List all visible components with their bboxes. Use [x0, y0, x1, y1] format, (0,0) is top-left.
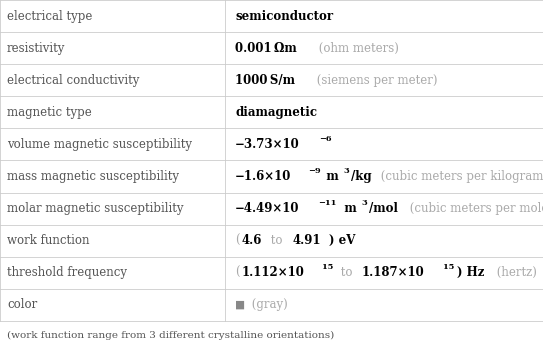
Text: 1000 S/m: 1000 S/m — [235, 74, 295, 87]
Text: threshold frequency: threshold frequency — [7, 266, 127, 279]
Text: 3: 3 — [343, 167, 349, 175]
Bar — [0, 257, 543, 289]
Text: (: ( — [235, 234, 240, 247]
Text: magnetic type: magnetic type — [7, 106, 92, 119]
Bar — [0, 32, 543, 64]
Text: molar magnetic susceptibility: molar magnetic susceptibility — [7, 202, 184, 215]
Text: (work function range from 3 different crystalline orientations): (work function range from 3 different cr… — [7, 331, 334, 340]
Text: ) Hz: ) Hz — [457, 266, 485, 279]
Text: (gray): (gray) — [248, 298, 288, 311]
Text: electrical type: electrical type — [7, 10, 92, 23]
Text: ) eV: ) eV — [329, 234, 355, 247]
Text: /mol: /mol — [369, 202, 397, 215]
Bar — [0, 64, 543, 96]
Text: 15: 15 — [322, 263, 333, 271]
Text: ■: ■ — [235, 300, 245, 310]
Text: 3: 3 — [361, 199, 367, 207]
Text: −1.6×10: −1.6×10 — [235, 170, 292, 183]
Text: 0.001 Ωm: 0.001 Ωm — [235, 42, 297, 54]
Text: 4.91: 4.91 — [292, 234, 321, 247]
Text: −9: −9 — [308, 167, 320, 175]
Text: work function: work function — [7, 234, 90, 247]
Text: 1.112×10: 1.112×10 — [241, 266, 304, 279]
Text: (cubic meters per mole): (cubic meters per mole) — [406, 202, 543, 215]
Text: −3.73×10: −3.73×10 — [235, 138, 300, 151]
Bar — [0, 193, 543, 225]
Text: diamagnetic: diamagnetic — [235, 106, 317, 119]
Bar — [0, 0, 543, 32]
Text: electrical conductivity: electrical conductivity — [7, 74, 140, 87]
Text: −6: −6 — [319, 135, 331, 143]
Text: resistivity: resistivity — [7, 42, 66, 54]
Text: 1.187×10: 1.187×10 — [362, 266, 425, 279]
Text: color: color — [7, 298, 37, 311]
Text: 4.6: 4.6 — [241, 234, 262, 247]
Text: −11: −11 — [318, 199, 337, 207]
Text: (hertz): (hertz) — [493, 266, 536, 279]
Text: m: m — [342, 202, 357, 215]
Bar — [0, 160, 543, 193]
Text: −4.49×10: −4.49×10 — [235, 202, 300, 215]
Text: (cubic meters per kilogram): (cubic meters per kilogram) — [377, 170, 543, 183]
Text: volume magnetic susceptibility: volume magnetic susceptibility — [7, 138, 192, 151]
Text: mass magnetic susceptibility: mass magnetic susceptibility — [7, 170, 179, 183]
Bar — [0, 128, 543, 160]
Text: (: ( — [235, 266, 240, 279]
Text: 15: 15 — [443, 263, 454, 271]
Bar — [0, 96, 543, 128]
Bar — [0, 225, 543, 257]
Text: (ohm meters): (ohm meters) — [315, 42, 399, 54]
Text: to: to — [337, 266, 356, 279]
Text: /kg: /kg — [351, 170, 371, 183]
Text: (siemens per meter): (siemens per meter) — [313, 74, 437, 87]
Text: to: to — [267, 234, 287, 247]
Text: m: m — [324, 170, 339, 183]
Bar — [0, 289, 543, 321]
Text: semiconductor: semiconductor — [235, 10, 333, 23]
